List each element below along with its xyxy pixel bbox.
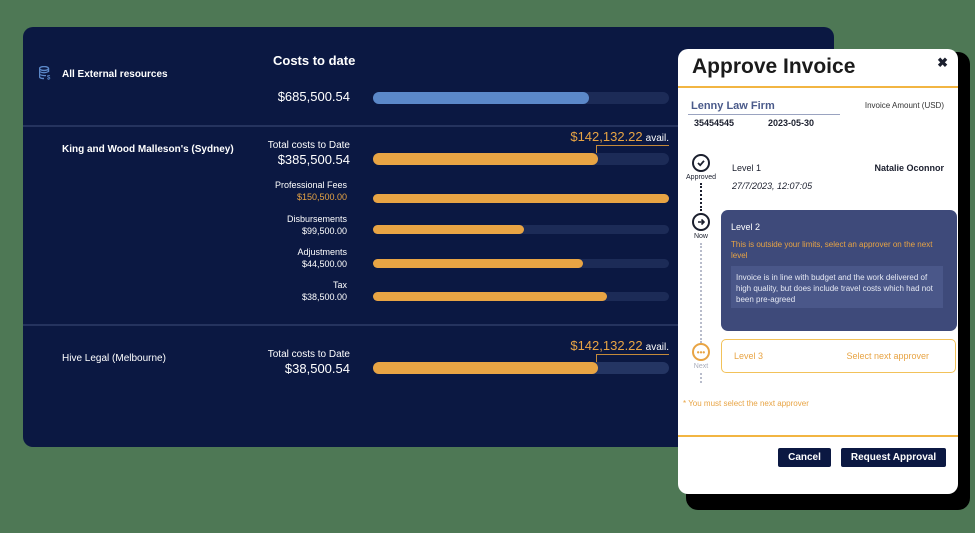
cancel-button[interactable]: Cancel bbox=[778, 448, 831, 467]
total-costs-value: $38,500.54 bbox=[284, 361, 350, 376]
avail-marker bbox=[596, 145, 669, 154]
database-dollar-icon: $ bbox=[38, 65, 51, 85]
close-icon[interactable]: ✖ bbox=[937, 55, 948, 70]
breakdown-bar bbox=[373, 225, 669, 234]
timeline-connector bbox=[700, 183, 702, 211]
firm-underline bbox=[688, 114, 840, 115]
divider bbox=[23, 125, 834, 127]
divider bbox=[23, 324, 834, 326]
breakdown-value: $38,500.00 bbox=[301, 292, 347, 302]
summary-total: $685,500.54 bbox=[277, 89, 350, 104]
approval-note[interactable]: Invoice is in line with budget and the w… bbox=[731, 266, 943, 308]
invoice-number: 35454545 bbox=[694, 118, 735, 128]
header-divider bbox=[678, 86, 958, 88]
breakdown-value: $44,500.00 bbox=[301, 259, 347, 269]
invoice-amount-label: Invoice Amount (USD) bbox=[864, 101, 944, 110]
level-2-card: Level 2 This is outside your limits, sel… bbox=[721, 210, 957, 331]
summary-bar bbox=[373, 92, 669, 104]
firm-name: Hive Legal (Melbourne) bbox=[62, 353, 166, 364]
level-3-card[interactable]: Level 3 Select next approver bbox=[721, 339, 956, 373]
approve-invoice-modal: Approve Invoice ✖ Lenny Law Firm Invoice… bbox=[678, 49, 958, 494]
breakdown-value: $150,500.00 bbox=[296, 192, 347, 202]
check-icon bbox=[692, 154, 710, 172]
avail-marker bbox=[596, 354, 669, 363]
available-budget: $142,132.22 avail. bbox=[570, 129, 669, 144]
svg-text:$: $ bbox=[47, 76, 51, 81]
costs-header: Costs to date bbox=[273, 53, 356, 68]
timeline-connector bbox=[700, 373, 702, 383]
breakdown-bar bbox=[373, 194, 669, 203]
level-title: Level 1 bbox=[732, 163, 762, 173]
summary-label: All External resources bbox=[62, 69, 168, 80]
breakdown-label: Professional Fees bbox=[274, 180, 347, 190]
modal-title: Approve Invoice bbox=[692, 55, 856, 78]
total-costs-label: Total costs to Date bbox=[267, 349, 350, 360]
summary-bar-fill bbox=[373, 92, 590, 104]
breakdown-bar bbox=[373, 292, 669, 301]
footer-divider bbox=[678, 435, 958, 437]
breakdown-label: Adjustments bbox=[297, 247, 347, 257]
available-budget: $142,132.22 avail. bbox=[570, 338, 669, 353]
total-costs-bar bbox=[373, 362, 669, 374]
level-title: Level 2 bbox=[731, 222, 761, 232]
limit-warning: This is outside your limits, select an a… bbox=[731, 240, 933, 260]
timeline-connector bbox=[700, 243, 702, 343]
step-status: Now bbox=[693, 233, 708, 240]
invoice-date: 2023-05-30 bbox=[768, 118, 815, 128]
step-status: Approved bbox=[686, 174, 716, 181]
breakdown-label: Disbursements bbox=[286, 214, 347, 224]
breakdown-bar bbox=[373, 259, 669, 268]
breakdown-value: $99,500.00 bbox=[301, 226, 347, 236]
select-next-approver[interactable]: Select next approver bbox=[846, 351, 929, 361]
breakdown-label: Tax bbox=[332, 280, 347, 290]
level-title: Level 3 bbox=[734, 351, 764, 361]
total-costs-bar bbox=[373, 153, 669, 165]
approver-name: Natalie Oconnor bbox=[874, 163, 944, 173]
firm-name: Lenny Law Firm bbox=[691, 100, 775, 112]
firm-name: King and Wood Malleson's (Sydney) bbox=[62, 144, 234, 155]
more-icon: ••• bbox=[692, 343, 710, 361]
total-costs-label: Total costs to Date bbox=[267, 140, 350, 151]
request-approval-button[interactable]: Request Approval bbox=[841, 448, 946, 467]
validation-message: * You must select the next approver bbox=[683, 399, 809, 408]
step-status: Next bbox=[693, 363, 709, 370]
total-costs-value: $385,500.54 bbox=[277, 152, 350, 167]
arrow-right-icon bbox=[692, 213, 710, 231]
approval-timestamp: 27/7/2023, 12:07:05 bbox=[732, 181, 813, 191]
